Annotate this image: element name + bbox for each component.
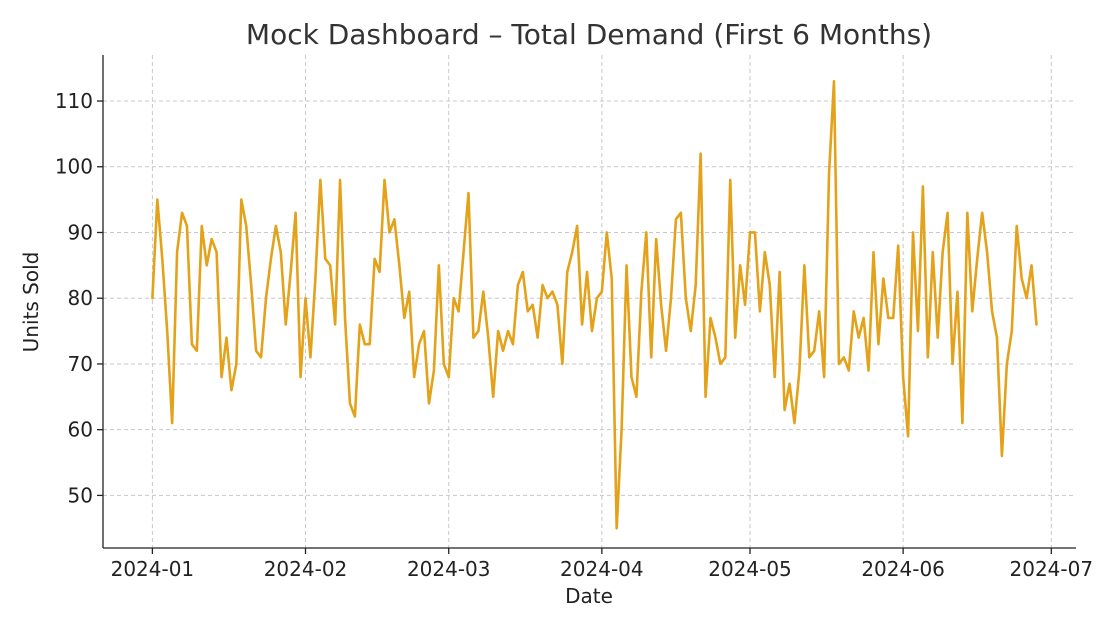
chart-title: Mock Dashboard – Total Demand (First 6 M… — [246, 18, 932, 51]
series-line-0 — [151, 79, 1038, 530]
x-tick-label: 2024-05 — [708, 557, 792, 581]
y-tick-label: 80 — [68, 286, 93, 310]
series-layer — [151, 79, 1038, 530]
x-axis-label: Date — [565, 584, 613, 608]
x-tick-label: 2024-04 — [560, 557, 644, 581]
y-axis-label: Units Sold — [19, 252, 43, 353]
y-tick-label: 70 — [68, 352, 93, 376]
x-tick-label: 2024-02 — [264, 557, 348, 581]
axes — [102, 55, 1076, 549]
x-tick-label: 2024-07 — [1010, 557, 1094, 581]
y-tick-label: 110 — [55, 89, 93, 113]
y-tick-label: 50 — [68, 483, 93, 507]
y-tick-label: 100 — [55, 155, 93, 179]
x-tick-label: 2024-01 — [111, 557, 195, 581]
y-tick-label: 60 — [68, 418, 93, 442]
axis-ticks: 50 60 70 80 90 100 110 2024-01 2024-02 2024-03 202… — [55, 89, 1093, 581]
x-tick-label: 2024-03 — [407, 557, 491, 581]
x-tick-label: 2024-06 — [861, 557, 945, 581]
y-tick-label: 90 — [68, 220, 93, 244]
